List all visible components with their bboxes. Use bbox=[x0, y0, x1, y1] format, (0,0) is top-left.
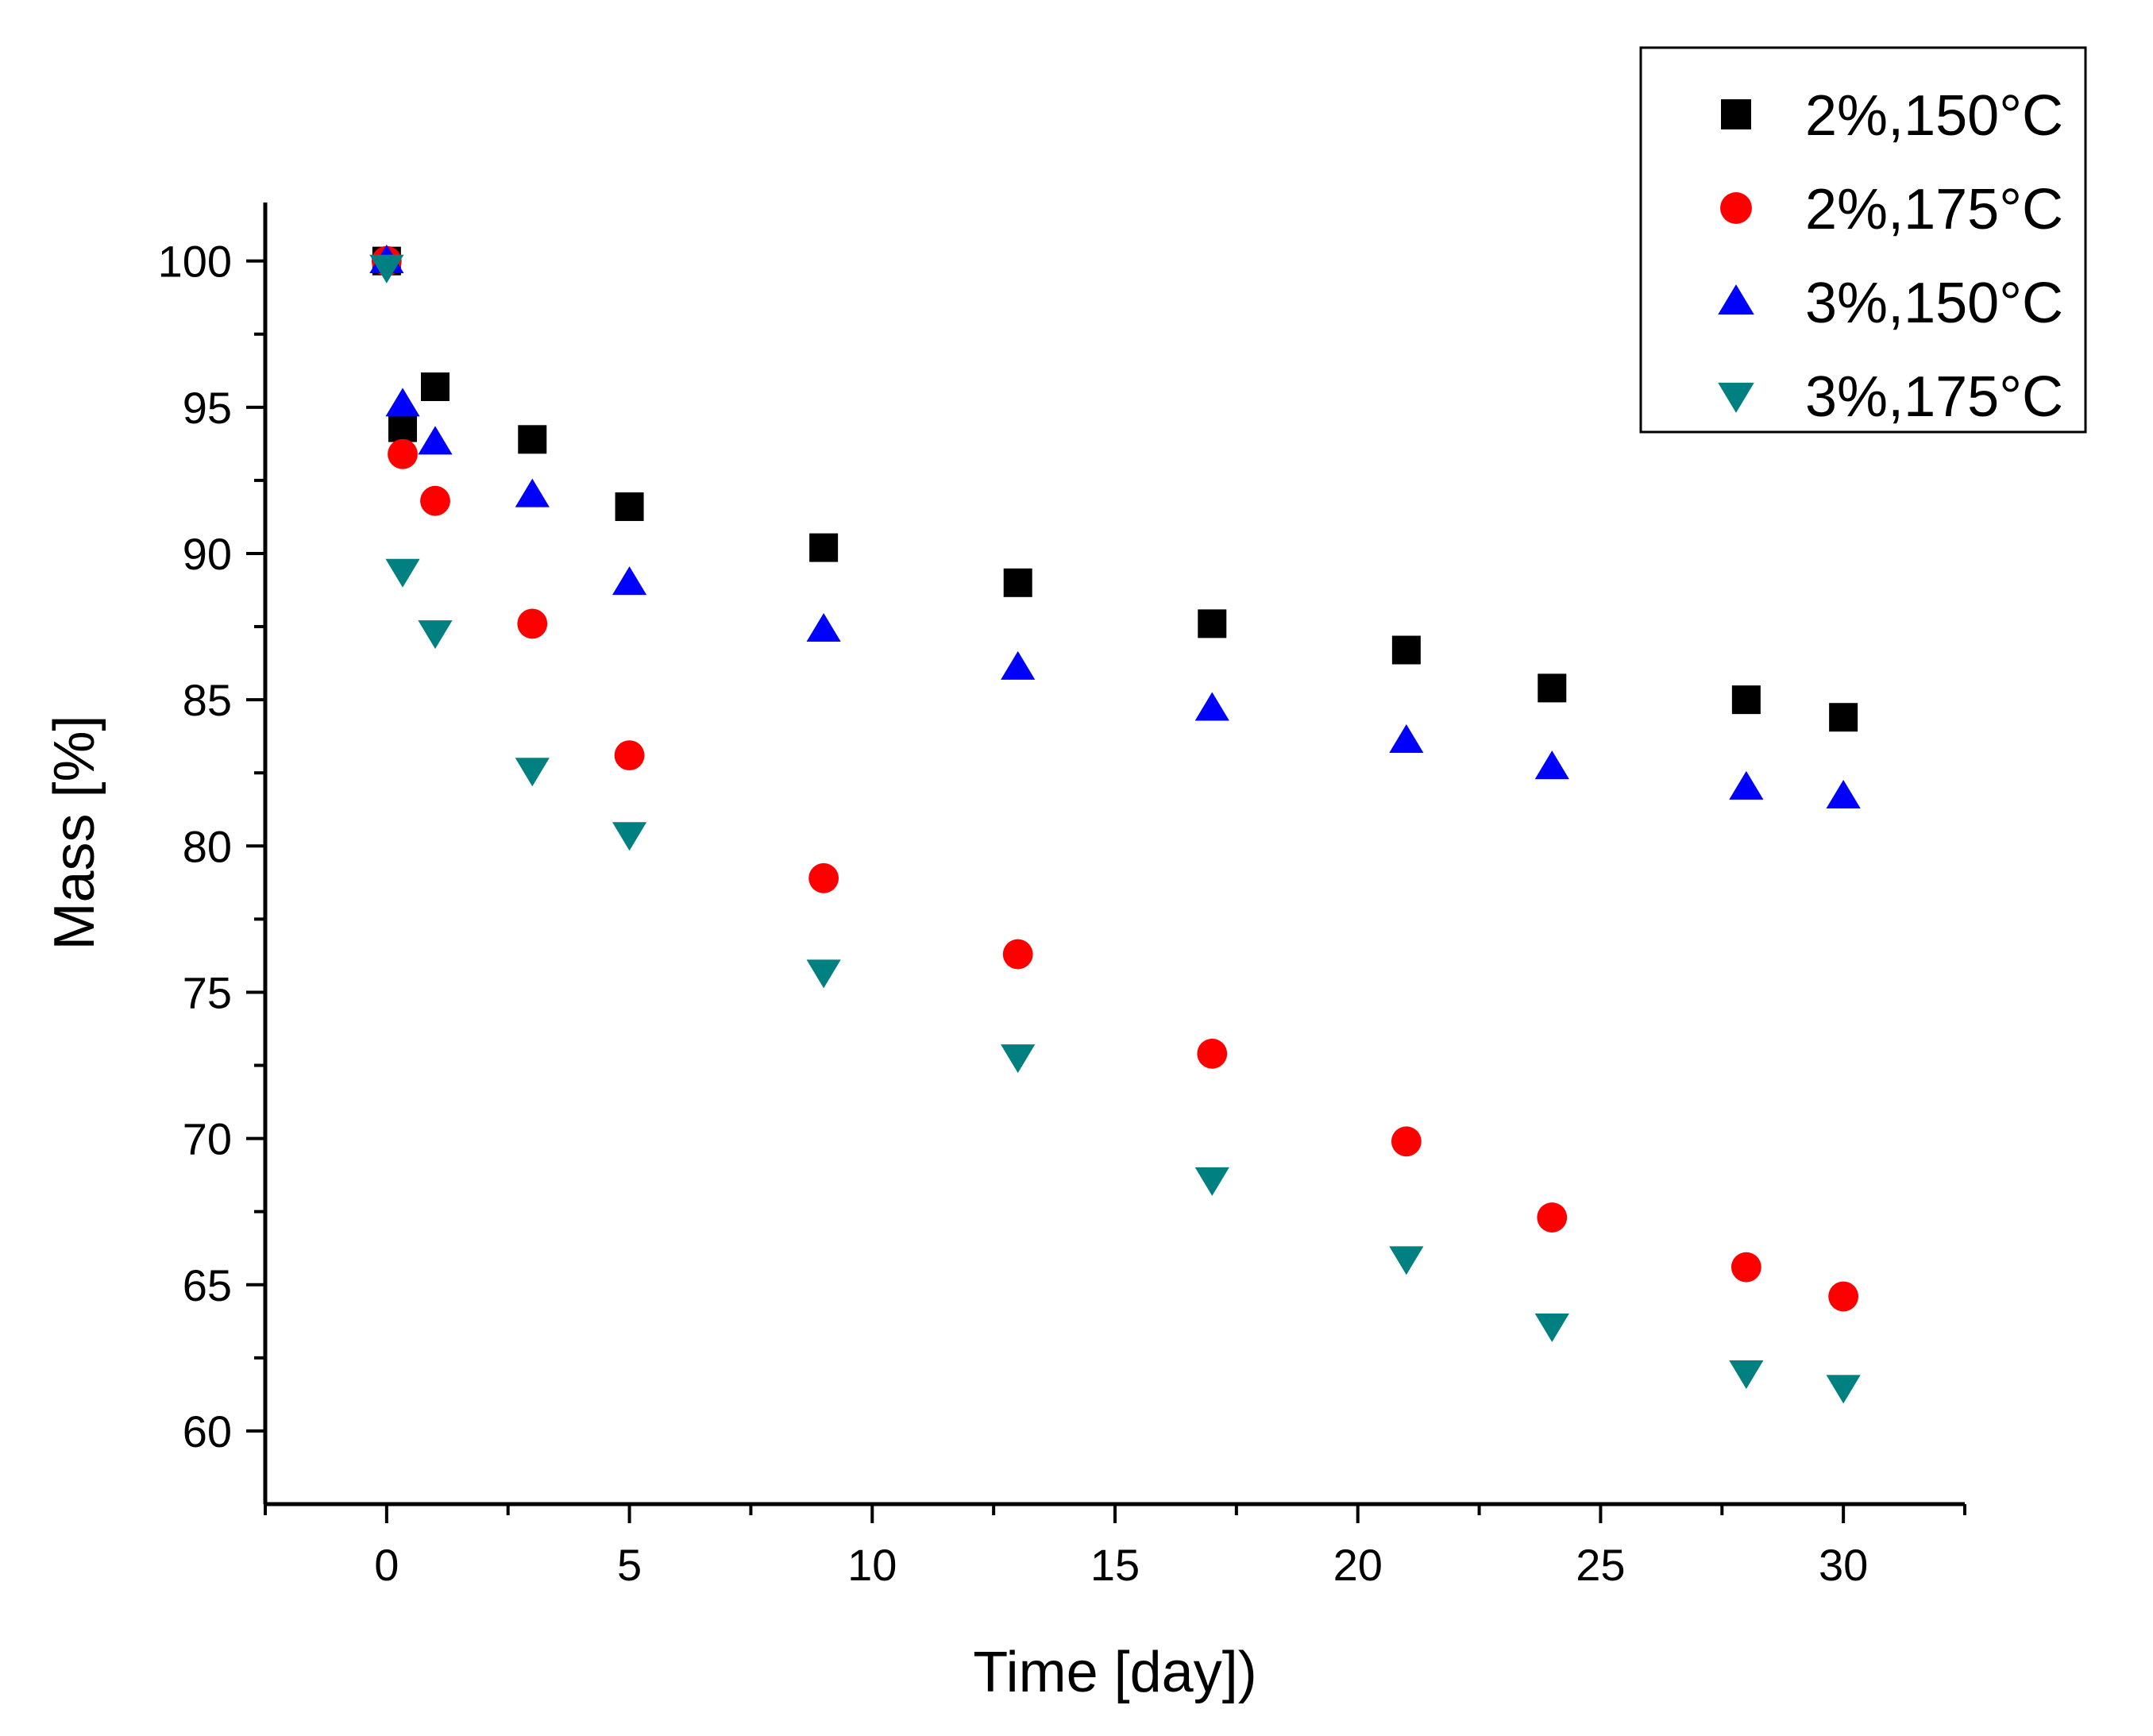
data-point-circle bbox=[1828, 1281, 1859, 1312]
y-tick-label: 85 bbox=[183, 675, 232, 725]
y-tick-label: 75 bbox=[183, 967, 232, 1017]
y-tick-label: 80 bbox=[183, 821, 232, 871]
y-tick-label: 95 bbox=[183, 383, 232, 433]
legend-label-text: 2%,150 bbox=[1805, 84, 1999, 148]
data-point-triangle-down bbox=[1194, 1167, 1229, 1196]
data-point-triangle-down bbox=[418, 620, 453, 650]
data-point-triangle-up bbox=[385, 388, 420, 417]
data-point-triangle-down bbox=[1534, 1314, 1569, 1343]
data-point-square bbox=[1538, 673, 1567, 703]
data-point-triangle-down bbox=[385, 558, 420, 588]
data-point-square bbox=[1198, 609, 1227, 638]
data-point-circle bbox=[1731, 1252, 1761, 1283]
data-point-square bbox=[1003, 568, 1032, 597]
legend-marker-square bbox=[1721, 99, 1751, 129]
data-point-triangle-down bbox=[515, 758, 550, 787]
data-point-triangle-up bbox=[418, 426, 453, 455]
x-tick-label: 15 bbox=[1090, 1540, 1140, 1590]
legend-item: 3%,175°C bbox=[1718, 365, 2063, 429]
data-point-triangle-up bbox=[1389, 723, 1424, 753]
x-tick-label: 0 bbox=[374, 1540, 399, 1590]
legend-label-unit: °C bbox=[1999, 272, 2063, 335]
y-tick-label: 70 bbox=[183, 1114, 232, 1164]
legend-item: 3%,150°C bbox=[1718, 272, 2063, 335]
data-point-triangle-down bbox=[806, 959, 841, 989]
legend-label: 2%,150°C bbox=[1805, 84, 2063, 148]
series-4 bbox=[369, 254, 1861, 1404]
data-point-circle bbox=[388, 438, 418, 469]
data-point-triangle-down bbox=[1729, 1360, 1764, 1389]
data-point-triangle-down bbox=[1389, 1246, 1424, 1275]
legend-label-unit: °C bbox=[1999, 84, 2063, 148]
data-point-triangle-up bbox=[1826, 779, 1861, 808]
data-point-triangle-up bbox=[515, 478, 550, 507]
legend-label: 3%,150°C bbox=[1805, 272, 2063, 335]
data-point-square bbox=[388, 413, 418, 442]
legend-marker-triangle-up bbox=[1718, 284, 1754, 315]
data-point-square bbox=[1829, 703, 1858, 732]
legend-marker-triangle-down bbox=[1718, 382, 1754, 413]
data-point-triangle-up bbox=[612, 566, 647, 596]
y-tick-label: 100 bbox=[158, 237, 232, 287]
legend-label-unit: °C bbox=[1999, 178, 2063, 241]
legend-label-text: 3%,175 bbox=[1805, 365, 1999, 429]
data-point-circle bbox=[517, 608, 548, 639]
plot-area: 0 5 10 15 20 25 30 60 65 70 75 80 85 90 95 100 bbox=[158, 203, 1966, 1590]
series-2 bbox=[371, 245, 1859, 1312]
legend-label-unit: °C bbox=[1999, 365, 2063, 429]
data-point-triangle-up bbox=[806, 613, 841, 642]
data-point-square bbox=[518, 425, 547, 454]
data-point-circle bbox=[808, 862, 839, 893]
legend-item: 2%,150°C bbox=[1721, 84, 2063, 148]
data-point-triangle-up bbox=[1194, 692, 1229, 721]
data-point-square bbox=[615, 492, 644, 522]
x-tick-label: 5 bbox=[617, 1540, 642, 1590]
data-point-circle bbox=[1002, 939, 1033, 970]
x-tick-label: 25 bbox=[1576, 1540, 1625, 1590]
data-point-circle bbox=[1391, 1126, 1422, 1157]
data-point-triangle-down bbox=[369, 254, 404, 284]
data-point-circle bbox=[1197, 1038, 1228, 1069]
data-point-circle bbox=[420, 485, 450, 516]
legend-label: 2%,175°C bbox=[1805, 178, 2063, 241]
data-point-triangle-up bbox=[1729, 770, 1764, 800]
y-axis-title: Mass [%] bbox=[43, 715, 106, 950]
data-point-circle bbox=[614, 740, 645, 771]
legend-item: 2%,175°C bbox=[1720, 178, 2063, 241]
data-point-triangle-down bbox=[612, 822, 647, 851]
legend-label-text: 3%,150 bbox=[1805, 272, 1999, 335]
x-axis-title: Time [day]) bbox=[973, 1641, 1256, 1704]
data-point-triangle-up bbox=[1534, 750, 1569, 780]
series-3 bbox=[369, 244, 1861, 808]
data-point-circle bbox=[1537, 1202, 1568, 1233]
data-point-triangle-down bbox=[1001, 1044, 1036, 1074]
data-marks bbox=[369, 244, 1861, 1404]
data-point-triangle-up bbox=[1001, 650, 1036, 680]
legend: 2%,150°C2%,175°C3%,150°C3%,175°C bbox=[1639, 46, 2087, 434]
y-tick-label: 90 bbox=[183, 529, 232, 579]
data-point-square bbox=[809, 533, 839, 562]
legend-label-text: 2%,175 bbox=[1805, 178, 1999, 241]
legend-label: 3%,175°C bbox=[1805, 365, 2063, 429]
legend-box bbox=[1639, 46, 2087, 434]
series-1 bbox=[372, 246, 1858, 732]
legend-marker-circle bbox=[1720, 192, 1752, 224]
x-tick-label: 30 bbox=[1819, 1540, 1868, 1590]
x-tick-label: 10 bbox=[847, 1540, 897, 1590]
data-point-square bbox=[1731, 685, 1761, 715]
y-tick-label: 65 bbox=[183, 1260, 232, 1310]
data-point-triangle-down bbox=[1826, 1375, 1861, 1404]
x-tick-label: 20 bbox=[1333, 1540, 1383, 1590]
data-point-square bbox=[421, 372, 450, 402]
y-tick-label: 60 bbox=[183, 1406, 232, 1456]
data-point-square bbox=[1391, 635, 1421, 665]
